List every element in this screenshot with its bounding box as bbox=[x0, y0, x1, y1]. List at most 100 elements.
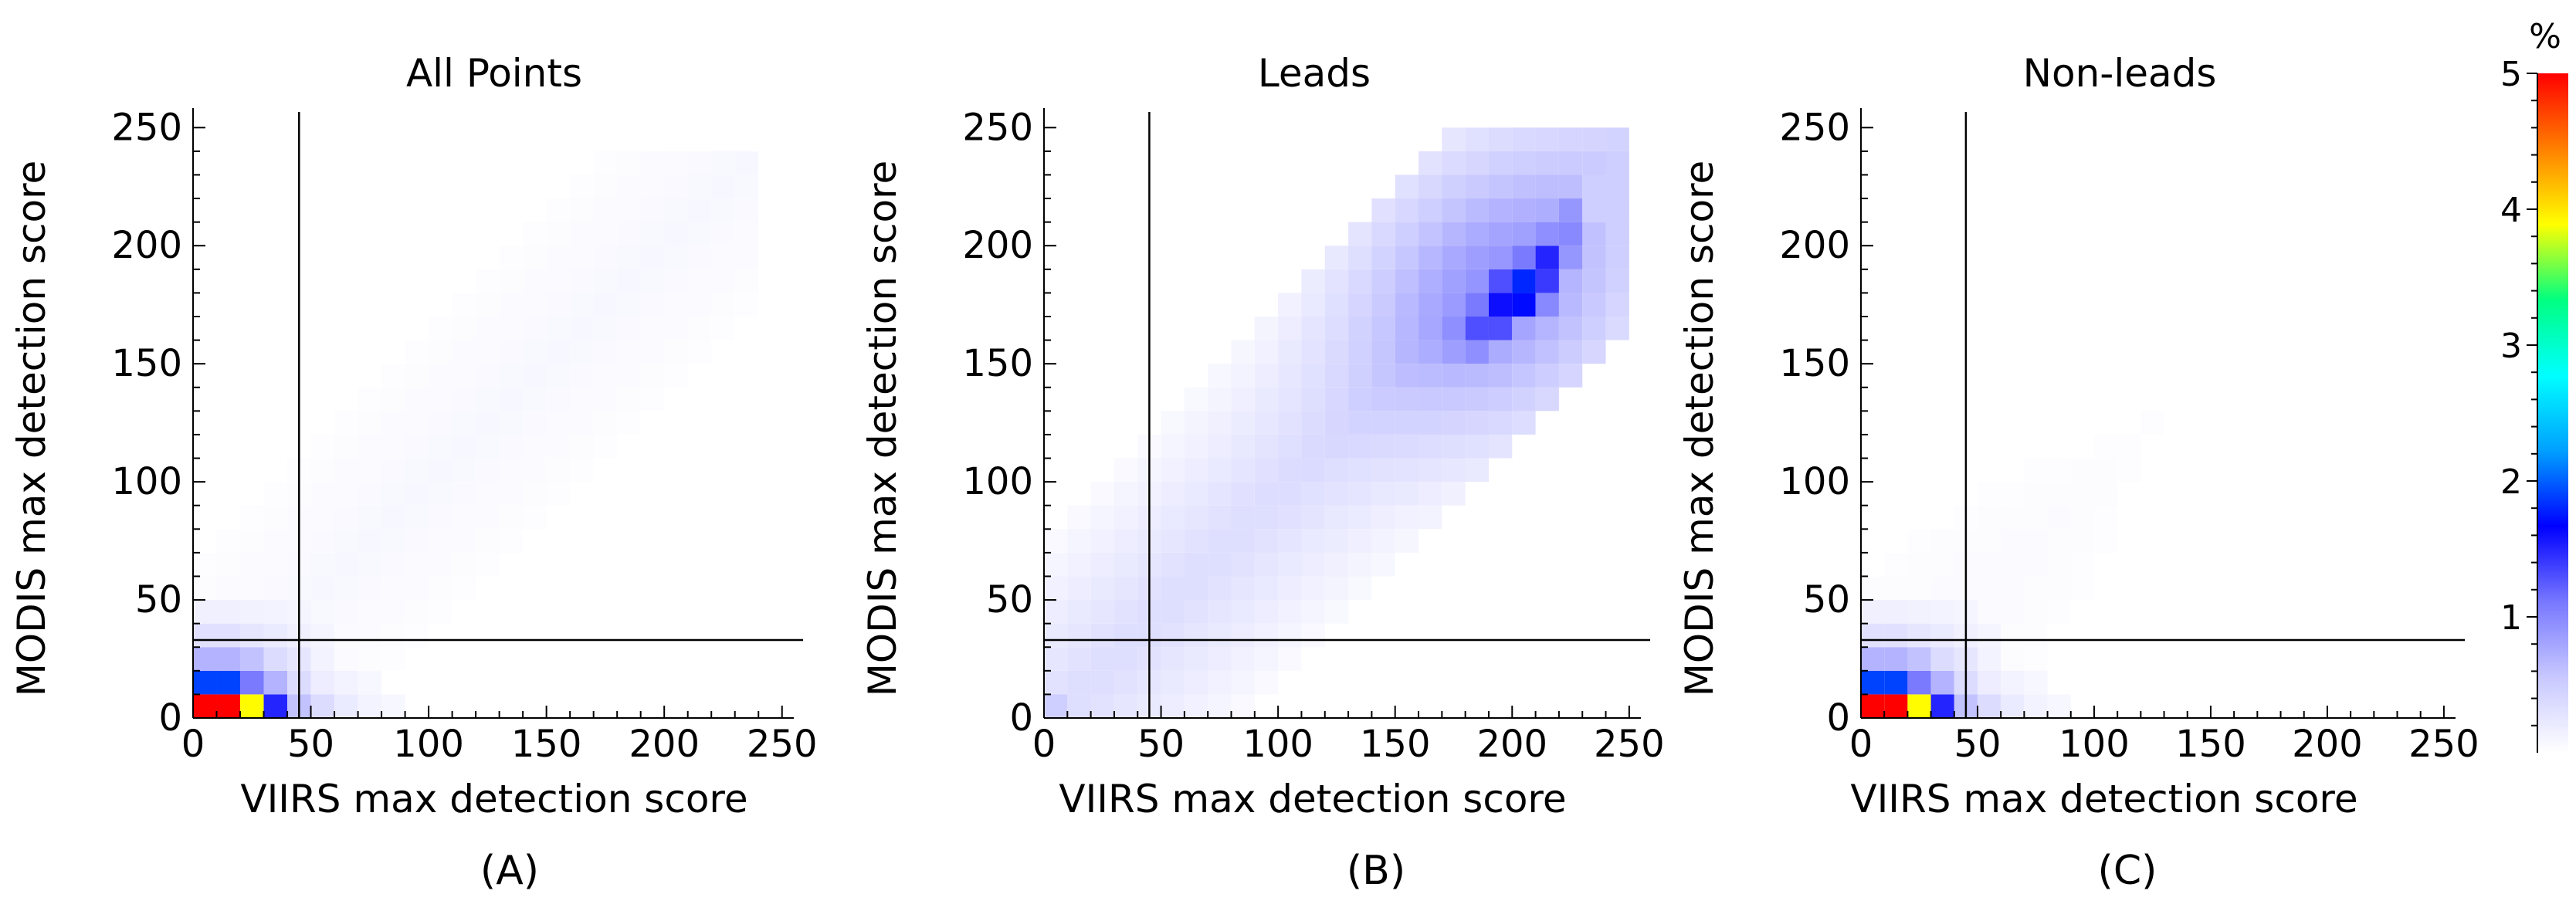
heatmap-cell bbox=[640, 174, 665, 199]
heatmap-cell bbox=[1418, 364, 1442, 388]
panel-c-title: Non-leads bbox=[2023, 51, 2217, 96]
heatmap-cell bbox=[405, 364, 429, 388]
heatmap-cell bbox=[1301, 387, 1325, 411]
heatmap-cell bbox=[2001, 529, 2025, 553]
heatmap-cell bbox=[593, 293, 618, 317]
heatmap-cell bbox=[1930, 623, 1954, 648]
heatmap-cell bbox=[1301, 269, 1325, 293]
heatmap-cell bbox=[1231, 364, 1255, 388]
heatmap-cell bbox=[617, 387, 641, 411]
heatmap-cell bbox=[1301, 600, 1325, 624]
heatmap-cell bbox=[1465, 198, 1489, 222]
heatmap-cell bbox=[2047, 552, 2071, 577]
colorbar-tick-label: 2 bbox=[2500, 462, 2522, 502]
heatmap-cell bbox=[1371, 482, 1395, 506]
heatmap-cell bbox=[499, 340, 524, 364]
heatmap-cell bbox=[1465, 458, 1489, 483]
heatmap-cell bbox=[1184, 411, 1208, 435]
heatmap-cell bbox=[1208, 694, 1232, 718]
heatmap-cell bbox=[1161, 670, 1185, 695]
heatmap-cell bbox=[1418, 505, 1442, 530]
colorbar-unit-label: % bbox=[2529, 17, 2561, 56]
heatmap-cell bbox=[1161, 529, 1185, 553]
heatmap-cell bbox=[1907, 694, 1931, 718]
heatmap-cell bbox=[1488, 174, 1513, 199]
heatmap-cell bbox=[2001, 694, 2025, 718]
heatmap-cell bbox=[1418, 317, 1442, 340]
heatmap-cell bbox=[734, 269, 759, 293]
heatmap-cell bbox=[1512, 340, 1536, 364]
heatmap-cell bbox=[1418, 174, 1442, 199]
heatmap-cell bbox=[429, 552, 452, 577]
heatmap-cell bbox=[405, 505, 429, 530]
heatmap-cell bbox=[1512, 269, 1536, 293]
heatmap-cell bbox=[1418, 246, 1442, 269]
heatmap-cell bbox=[1907, 647, 1931, 671]
heatmap-cell bbox=[1907, 529, 1931, 553]
heatmap-cell bbox=[1977, 529, 2001, 553]
heatmap-cell bbox=[2117, 434, 2141, 459]
heatmap-cell bbox=[1977, 482, 2001, 506]
heatmap-cell bbox=[358, 600, 382, 624]
heatmap-cell bbox=[476, 505, 500, 530]
heatmap-cell bbox=[476, 411, 500, 435]
colorbar-tick-label: 5 bbox=[2500, 55, 2522, 94]
heatmap-cell bbox=[334, 670, 358, 695]
heatmap-cell bbox=[310, 623, 335, 648]
heatmap-cell bbox=[1465, 127, 1489, 151]
panel-b-plot: 0 50 100 150 200 250 0 50 100 150 200 250 bbox=[962, 106, 1664, 766]
x-tick-label: 200 bbox=[1476, 723, 1547, 766]
heatmap-cell bbox=[193, 576, 217, 601]
heatmap-cell bbox=[476, 552, 500, 577]
heatmap-cell bbox=[1208, 552, 1232, 577]
panel-c: Non-leads 0 50 100 150 200 250 0 50 100 150 200 250… bbox=[1677, 51, 2479, 894]
heatmap-cell bbox=[452, 364, 476, 388]
heatmap-cell bbox=[1113, 529, 1138, 553]
heatmap-cell bbox=[664, 198, 688, 222]
heatmap-cell bbox=[1371, 246, 1395, 269]
heatmap-cell bbox=[1278, 482, 1302, 506]
heatmap-cell bbox=[1395, 174, 1419, 199]
heatmap-cell bbox=[687, 198, 712, 222]
panel-b-xlabel: VIIRS max detection score bbox=[1059, 777, 1566, 821]
heatmap-cell bbox=[429, 458, 452, 483]
heatmap-cell bbox=[429, 340, 452, 364]
heatmap-cell bbox=[711, 198, 735, 222]
heatmap-cell bbox=[2093, 482, 2118, 506]
panel-b-label: (B) bbox=[1347, 848, 1405, 894]
heatmap-cell bbox=[1371, 458, 1395, 483]
heatmap-cell bbox=[2047, 505, 2071, 530]
heatmap-cell bbox=[1861, 576, 1885, 601]
heatmap-cell bbox=[1301, 434, 1325, 459]
heatmap-cell bbox=[570, 340, 594, 364]
heatmap-cell bbox=[570, 364, 594, 388]
heatmap-cell bbox=[1324, 458, 1349, 483]
heatmap-cell bbox=[1535, 198, 1559, 222]
heatmap-cell bbox=[2001, 600, 2025, 624]
heatmap-cell bbox=[664, 317, 688, 340]
heatmap-cell bbox=[1044, 647, 1068, 671]
y-tick-label: 0 bbox=[1009, 696, 1033, 740]
heatmap-cell bbox=[2024, 600, 2048, 624]
heatmap-cell bbox=[1512, 127, 1536, 151]
heatmap-cell bbox=[476, 434, 500, 459]
heatmap-cell bbox=[499, 505, 524, 530]
colorbar-ticks: 1 2 3 4 5 bbox=[2500, 55, 2538, 753]
heatmap-cell bbox=[1465, 364, 1489, 388]
heatmap-cell bbox=[1465, 293, 1489, 317]
heatmap-cell bbox=[1395, 387, 1419, 411]
heatmap-cell bbox=[334, 600, 358, 624]
heatmap-cell bbox=[1884, 552, 1908, 577]
heatmap-cell bbox=[640, 387, 665, 411]
heatmap-cell bbox=[687, 317, 712, 340]
heatmap-cell bbox=[546, 246, 571, 269]
x-tick-label: 50 bbox=[287, 723, 334, 766]
heatmap-cell bbox=[1231, 505, 1255, 530]
heatmap-cell bbox=[1488, 434, 1513, 459]
heatmap-cell bbox=[1977, 670, 2001, 695]
heatmap-cell bbox=[1301, 482, 1325, 506]
heatmap-cell bbox=[429, 387, 452, 411]
heatmap-cell bbox=[1605, 127, 1629, 151]
heatmap-cell bbox=[523, 482, 547, 506]
